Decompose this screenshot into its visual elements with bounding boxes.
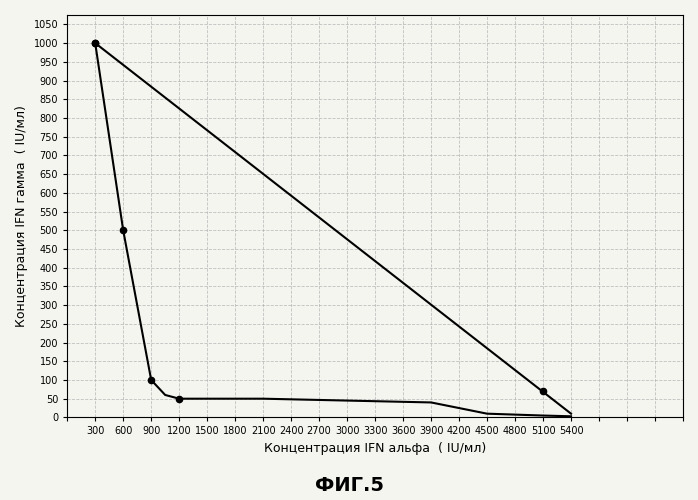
- X-axis label: Концентрация IFN альфа  ( IU/мл): Концентрация IFN альфа ( IU/мл): [264, 442, 487, 455]
- Text: ФИГ.5: ФИГ.5: [315, 476, 383, 495]
- Y-axis label: Концентрация IFN гамма  ( IU/мл): Концентрация IFN гамма ( IU/мл): [15, 106, 28, 327]
